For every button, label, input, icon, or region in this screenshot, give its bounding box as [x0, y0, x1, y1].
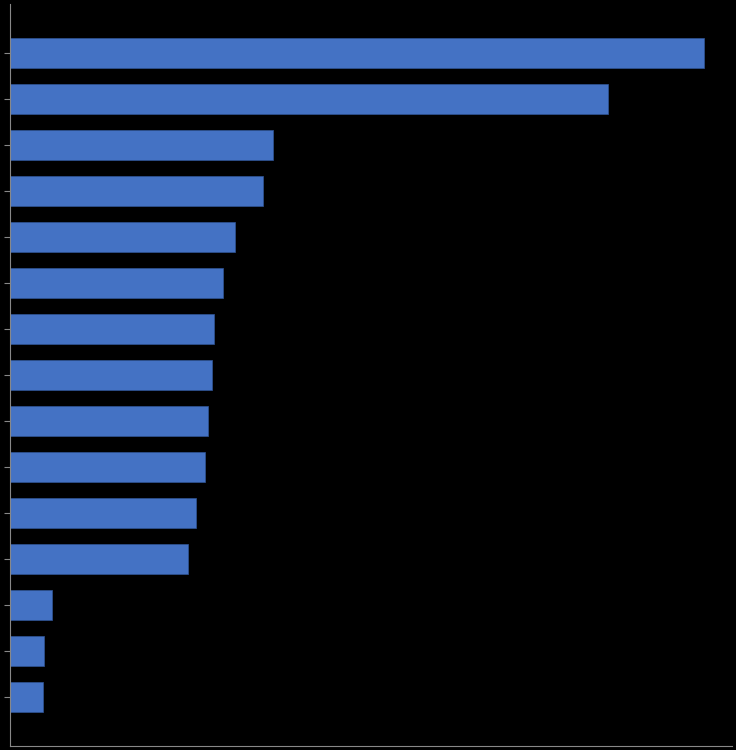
Bar [10, 682, 43, 712]
Bar [10, 406, 208, 436]
Bar [10, 544, 188, 574]
Bar [10, 452, 205, 482]
Bar [10, 130, 273, 160]
Bar [10, 222, 235, 252]
Bar [10, 38, 704, 68]
Bar [10, 498, 197, 528]
Bar [10, 84, 608, 114]
Bar [10, 360, 212, 390]
Bar [10, 268, 224, 298]
Bar [10, 590, 52, 620]
Bar [10, 314, 213, 344]
Bar [10, 636, 44, 666]
Bar [10, 176, 263, 206]
